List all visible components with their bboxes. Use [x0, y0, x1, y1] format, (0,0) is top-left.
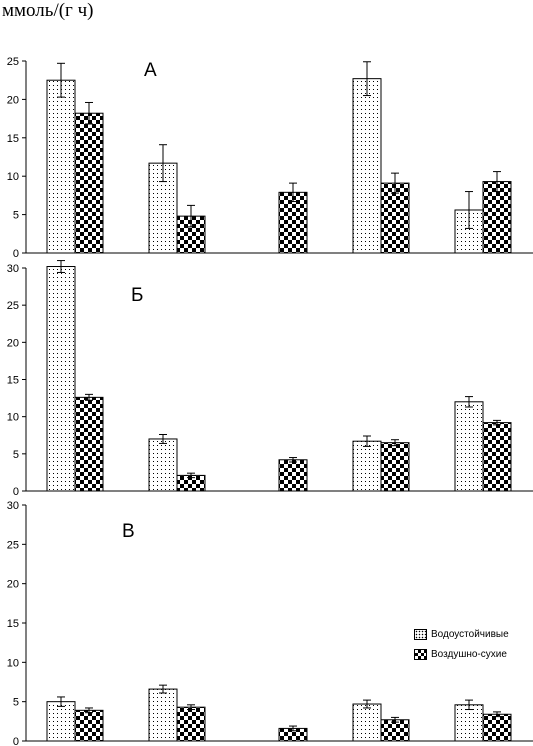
y-tick-label: 15: [7, 375, 19, 387]
bar: [380, 719, 410, 742]
chart-panel: 0 5 10 15 20 25 30 В: [7, 500, 533, 746]
bar: [278, 191, 308, 254]
legend-item: Водоустойчивые: [414, 624, 509, 644]
y-tick-label: 30: [7, 500, 19, 512]
bar: [74, 396, 104, 492]
y-tick-label: 0: [13, 248, 19, 260]
y-tick-label: 25: [7, 539, 19, 551]
legend: Водоустойчивые Воздушно-сухие: [414, 624, 509, 664]
bar: [454, 401, 484, 492]
bar: [352, 78, 382, 254]
y-tick-label: 5: [13, 449, 19, 461]
y-tick-label: 30: [7, 263, 19, 275]
chart-panel: 0 5 10 15 20 25 30 Б: [7, 260, 533, 498]
y-tick-label: 5: [13, 210, 19, 222]
y-tick-label: 10: [7, 171, 19, 183]
y-tick-label: 10: [7, 657, 19, 669]
legend-label: Воздушно-сухие: [431, 648, 507, 660]
panel-label: В: [122, 521, 135, 542]
bar: [352, 440, 382, 492]
bar: [454, 704, 484, 742]
bar: [148, 688, 178, 742]
y-tick-label: 0: [13, 486, 19, 498]
panel-label: Б: [131, 285, 143, 306]
bar: [482, 422, 512, 492]
y-tick-label: 25: [7, 56, 19, 68]
bar: [380, 442, 410, 492]
chart-panel: 0 5 10 15 20 25 А: [7, 56, 533, 260]
y-tick-label: 10: [7, 412, 19, 424]
y-tick-label: 5: [13, 697, 19, 709]
bar: [380, 182, 410, 254]
bar: [46, 79, 76, 254]
bar: [176, 706, 206, 742]
panel-label: А: [144, 60, 157, 81]
bar: [482, 181, 512, 254]
y-tick-label: 15: [7, 133, 19, 145]
bar: [148, 438, 178, 492]
y-tick-label: 20: [7, 94, 19, 106]
y-tick-label: 20: [7, 579, 19, 591]
checker-swatch-icon: [414, 648, 427, 660]
y-tick-label: 0: [13, 736, 19, 746]
y-axis-unit-label: ммоль/(г ч): [2, 0, 94, 21]
dotted-swatch-icon: [414, 628, 427, 640]
bar: [482, 713, 512, 742]
bar: [74, 709, 104, 742]
bar: [46, 266, 76, 492]
legend-item: Воздушно-сухие: [414, 644, 509, 664]
bar: [352, 703, 382, 742]
bar: [46, 701, 76, 742]
bar: [278, 459, 308, 492]
legend-label: Водоустойчивые: [431, 628, 509, 640]
y-tick-label: 15: [7, 618, 19, 630]
y-tick-label: 20: [7, 337, 19, 349]
y-tick-label: 25: [7, 300, 19, 312]
bar: [74, 112, 104, 254]
